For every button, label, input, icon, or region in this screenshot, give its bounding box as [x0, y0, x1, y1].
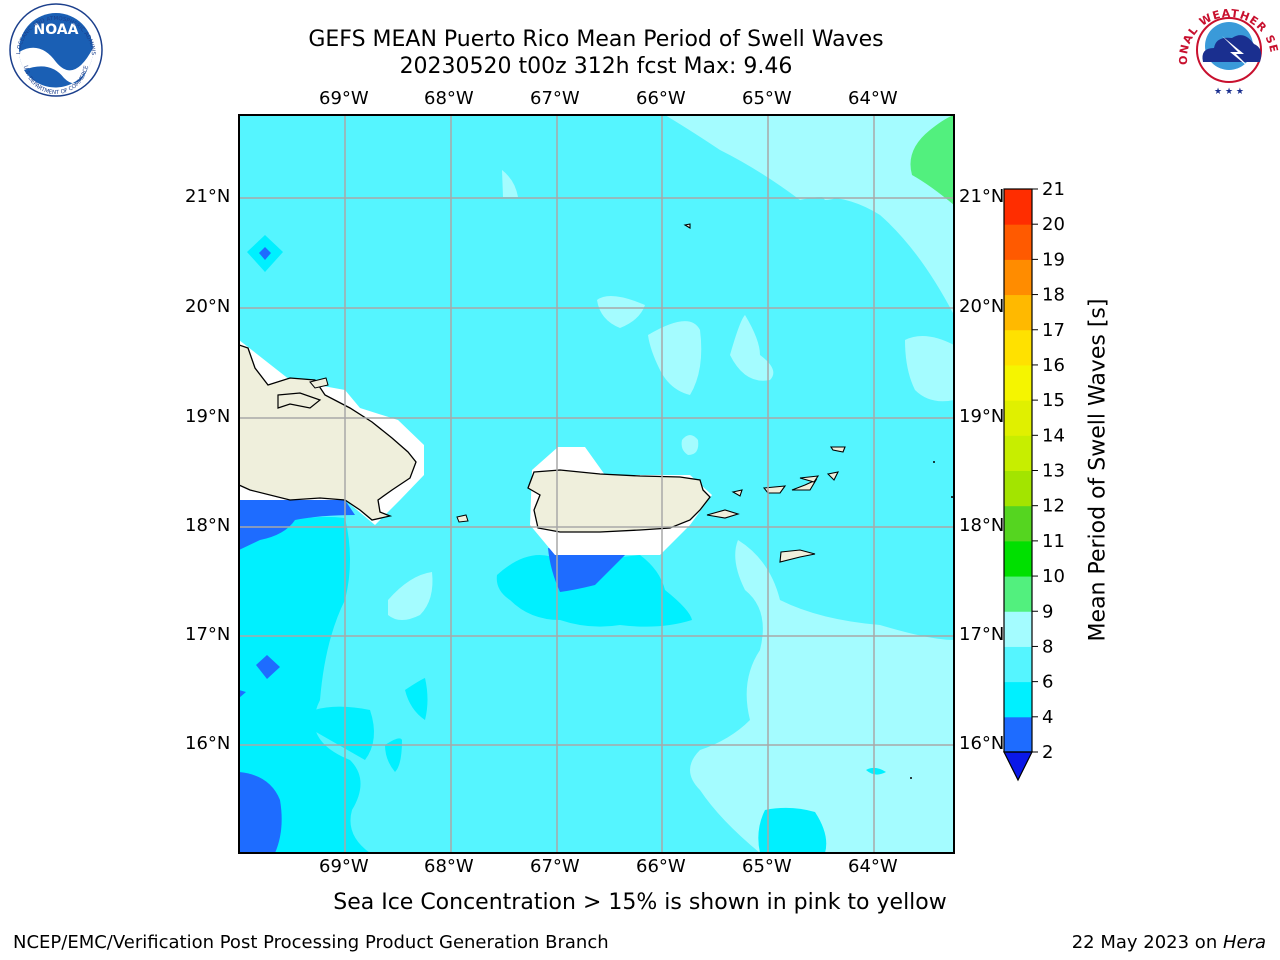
lon-label-bottom: 69°W — [319, 856, 369, 877]
lat-label-left: 16°N — [185, 733, 231, 754]
colorbar-tick-label: 19 — [1042, 249, 1065, 270]
colorbar: 2 4 6 8 9 10 11 12 13 14 15 16 17 18 19 20 21 — [1003, 179, 1065, 782]
colorbar-tick-label: 16 — [1042, 355, 1065, 376]
tortuga-island — [277, 392, 322, 409]
period-2-4-regions — [239, 247, 625, 853]
colorbar-segment — [1004, 505, 1032, 542]
colorbar-tick-label: 6 — [1042, 672, 1053, 693]
colorbar-segment — [1004, 259, 1032, 296]
period-4-6-regions — [239, 235, 886, 853]
colorbar-tick-label: 17 — [1042, 320, 1065, 341]
colorbar-segment — [1004, 646, 1032, 683]
lat-label-left: 21°N — [185, 186, 231, 207]
colorbar-tick-label: 12 — [1042, 496, 1065, 517]
colorbar-label: Mean Period of Swell Waves [s] — [1085, 298, 1111, 642]
footer-date: 22 May 2023 on Hera — [1072, 932, 1266, 953]
period-9-10-region — [910, 115, 954, 205]
nws-logo: NATIONAL WEATHER SERVICE ★ ★ ★ — [0, 0, 1280, 97]
mona-island — [456, 514, 469, 523]
colorbar-segment — [1004, 470, 1032, 507]
lat-label-left: 20°N — [185, 296, 231, 317]
lon-label-bottom: 68°W — [424, 856, 474, 877]
colorbar-tick-label: 18 — [1042, 285, 1065, 306]
colorbar-segment — [1004, 611, 1032, 647]
colorbar-segment — [1004, 681, 1032, 718]
colorbar-tick-label: 13 — [1042, 461, 1065, 482]
lon-label-top: 68°W — [424, 88, 474, 109]
colorbar-tick-label: 2 — [1042, 742, 1053, 763]
svg-text:NATIONAL WEATHER SERVICE: NATIONAL WEATHER SERVICE — [0, 0, 1280, 65]
noaa-logo-text: NOAA — [34, 22, 79, 38]
colorbar-tick-label: 11 — [1042, 531, 1065, 552]
lon-label-bottom: 65°W — [742, 856, 792, 877]
virgin-islands — [683, 223, 846, 563]
lat-label-right: 19°N — [959, 406, 1005, 427]
footer-credit: NCEP/EMC/Verification Post Processing Pr… — [13, 932, 609, 953]
lon-label-top: 67°W — [530, 88, 580, 109]
colorbar-segment — [1004, 576, 1032, 612]
footer-host: Hera — [1222, 932, 1266, 953]
footer-date-text: 22 May 2023 on — [1071, 932, 1223, 953]
colorbar-tick-label: 8 — [1042, 636, 1053, 657]
noaa-logo: NOAA NATIONAL OCEANIC AND ATMOSPHERIC AD… — [0, 0, 103, 97]
colorbar-tick-label: 21 — [1042, 179, 1065, 200]
colorbar-segment — [1004, 189, 1032, 225]
lon-label-top: 66°W — [636, 88, 686, 109]
lon-label-top: 69°W — [319, 88, 369, 109]
colorbar-under-arrow — [1003, 751, 1033, 782]
lon-label-top: 64°W — [848, 88, 898, 109]
lat-label-left: 17°N — [185, 624, 231, 645]
colorbar-segment — [1004, 329, 1032, 366]
colorbar-segment — [1004, 364, 1032, 401]
lon-label-bottom: 67°W — [530, 856, 580, 877]
graticule — [239, 115, 954, 853]
colorbar-segment — [1004, 435, 1032, 471]
svg-text:★ ★ ★: ★ ★ ★ — [1214, 87, 1244, 97]
lon-label-top: 65°W — [742, 88, 792, 109]
colorbar-tick-label: 9 — [1042, 601, 1053, 622]
lat-label-right: 21°N — [959, 186, 1005, 207]
sea-ice-note: Sea Ice Concentration > 15% is shown in … — [333, 890, 947, 915]
lat-label-right: 17°N — [959, 624, 1005, 645]
lon-label-bottom: 64°W — [848, 856, 898, 877]
lon-label-bottom: 66°W — [636, 856, 686, 877]
hispaniola-land — [239, 344, 417, 521]
chart-subtitle: 20230520 t00z 312h fcst Max: 9.46 — [399, 54, 793, 79]
lat-label-left: 18°N — [185, 515, 231, 536]
colorbar-segment — [1004, 716, 1032, 753]
nws-ring-text: NATIONAL WEATHER SERVICE — [0, 0, 1280, 65]
colorbar-segment — [1004, 224, 1032, 260]
colorbar-segment — [1004, 400, 1032, 436]
lat-label-right: 20°N — [959, 296, 1005, 317]
lat-label-left: 19°N — [185, 406, 231, 427]
lat-label-right: 16°N — [959, 733, 1005, 754]
lat-label-right: 18°N — [959, 515, 1005, 536]
colorbar-tick-label: 15 — [1042, 390, 1065, 411]
colorbar-segment — [1004, 294, 1032, 331]
colorbar-tick-label: 14 — [1042, 425, 1065, 446]
colorbar-tick-label: 20 — [1042, 214, 1065, 235]
map-frame — [238, 114, 955, 854]
puerto-rico-land — [527, 469, 711, 533]
period-8-9-regions — [388, 115, 954, 853]
colorbar-tick-label: 10 — [1042, 566, 1065, 587]
colorbar-segment — [1004, 540, 1032, 577]
chart-title: GEFS MEAN Puerto Rico Mean Period of Swe… — [308, 27, 884, 52]
map-area — [239, 115, 954, 853]
colorbar-tick-label: 4 — [1042, 707, 1053, 728]
